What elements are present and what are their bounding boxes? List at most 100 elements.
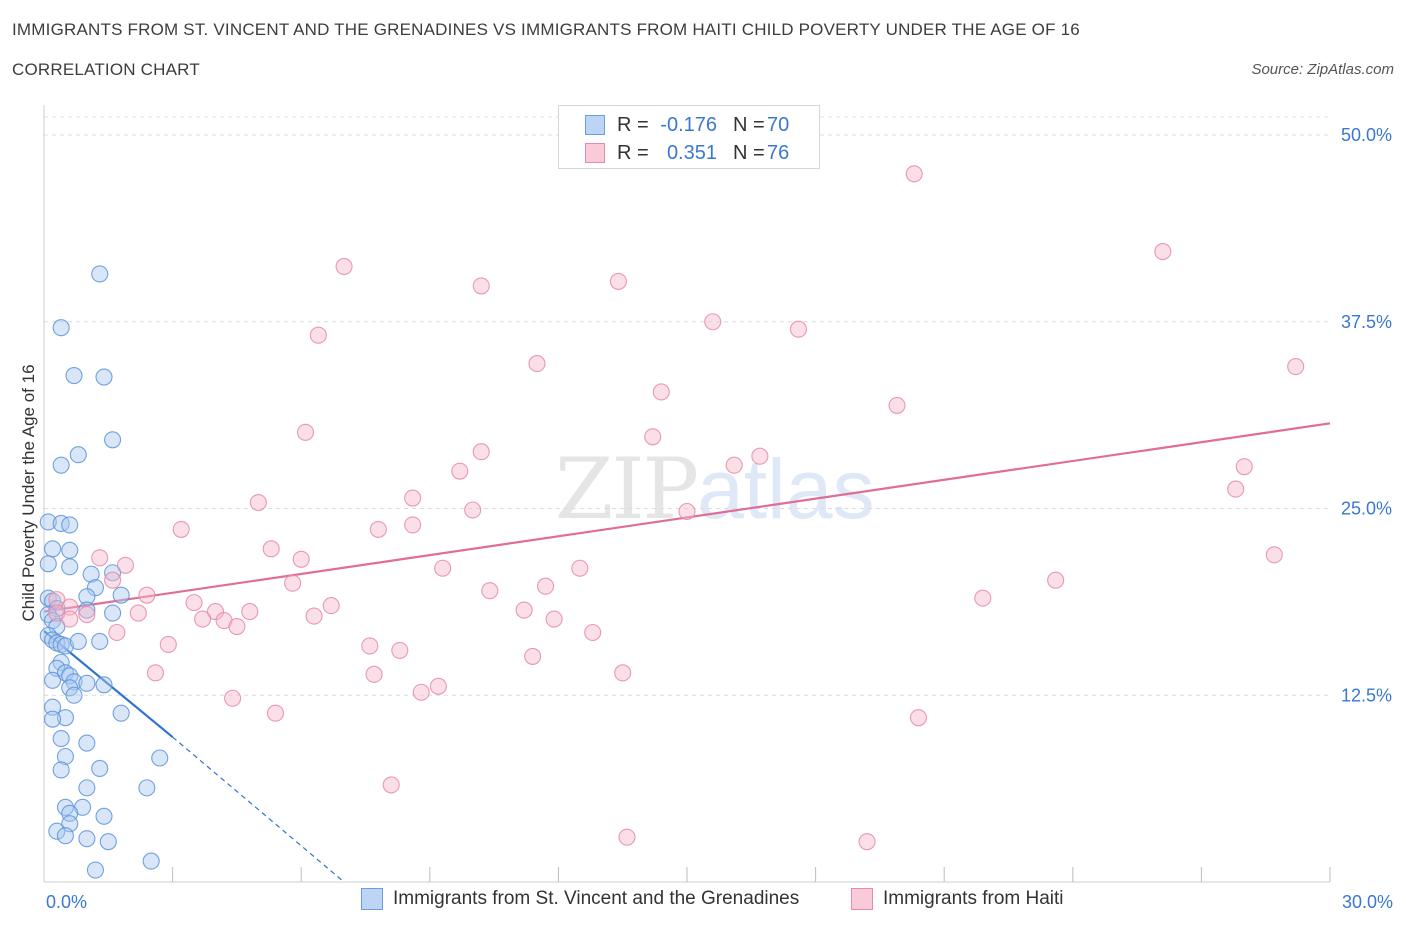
point-series-2-61 bbox=[361, 637, 379, 655]
legend-r-value-1: -0.176 bbox=[660, 113, 717, 136]
point-series-2-64 bbox=[146, 664, 165, 682]
point-series-2-72 bbox=[382, 776, 400, 794]
point-series-1-23 bbox=[78, 601, 96, 619]
point-series-1-51 bbox=[56, 747, 74, 766]
legend-n-label-1: N = bbox=[733, 113, 765, 136]
point-series-2-16 bbox=[751, 447, 769, 465]
stats-legend: R = -0.176 N = 70 R = 0.351 N = 76 bbox=[558, 105, 820, 169]
point-series-1-11 bbox=[44, 540, 62, 558]
point-series-2-34 bbox=[571, 559, 589, 577]
point-series-1-44 bbox=[65, 686, 83, 704]
grid-lines bbox=[44, 116, 1330, 696]
point-series-2-19 bbox=[1235, 458, 1253, 476]
legend-row-series-2: R = 0.351 N = 76 bbox=[585, 141, 789, 165]
point-series-1-53 bbox=[151, 749, 169, 767]
point-series-2-29 bbox=[116, 556, 134, 574]
point-series-2-35 bbox=[104, 571, 122, 589]
point-series-2-13 bbox=[296, 423, 315, 441]
point-series-1-3 bbox=[65, 366, 83, 385]
point-series-2-4 bbox=[472, 277, 490, 295]
point-series-2-66 bbox=[614, 664, 632, 682]
point-series-1-65 bbox=[99, 833, 117, 851]
point-series-2-47 bbox=[78, 606, 96, 624]
y-tick-label-1: 12.5% bbox=[1341, 685, 1392, 705]
x-tick-label-1: 0.0% bbox=[46, 892, 87, 912]
point-series-2-37 bbox=[284, 574, 302, 592]
point-series-2-74 bbox=[858, 833, 876, 851]
point-series-2-40 bbox=[138, 586, 156, 604]
point-series-2-51 bbox=[515, 601, 533, 619]
point-series-2-33 bbox=[434, 559, 452, 577]
point-series-2-70 bbox=[266, 704, 285, 722]
point-series-2-60 bbox=[159, 635, 177, 654]
point-series-2-52 bbox=[61, 610, 79, 628]
legend-n-value-1: 70 bbox=[767, 113, 790, 136]
point-series-1-48 bbox=[112, 704, 130, 722]
legend-n-value-2: 76 bbox=[767, 141, 790, 164]
point-series-1-6 bbox=[69, 446, 87, 464]
point-series-2-48 bbox=[129, 604, 147, 622]
point-series-1-42 bbox=[78, 674, 96, 692]
point-series-2-38 bbox=[481, 582, 499, 600]
point-series-1-2 bbox=[52, 319, 70, 337]
point-series-2-71 bbox=[909, 709, 928, 727]
point-series-1-20 bbox=[78, 588, 96, 606]
point-series-1-66 bbox=[142, 852, 160, 870]
point-series-2-56 bbox=[228, 617, 246, 636]
point-series-1-45 bbox=[44, 698, 62, 716]
point-series-2-23 bbox=[249, 493, 267, 512]
point-series-1-55 bbox=[78, 779, 96, 797]
point-series-2-6 bbox=[704, 313, 722, 331]
point-series-2-57 bbox=[545, 610, 563, 628]
point-series-1-39 bbox=[44, 671, 62, 689]
trend-extension-series-1 bbox=[172, 736, 345, 883]
y-axis-label: Child Poverty Under the Age of 16 bbox=[19, 364, 38, 622]
point-series-2-44 bbox=[185, 594, 203, 612]
point-series-1-52 bbox=[91, 759, 109, 778]
legend-n-label-2: N = bbox=[733, 141, 765, 164]
point-series-2-31 bbox=[292, 550, 310, 568]
point-series-2-53 bbox=[194, 610, 212, 628]
point-series-2-41 bbox=[974, 589, 992, 607]
watermark: ZIPatlas bbox=[555, 440, 875, 538]
point-series-1-50 bbox=[78, 734, 96, 752]
point-series-2-9 bbox=[528, 355, 546, 373]
bottom-legend-series-1: Immigrants from St. Vincent and the Gren… bbox=[361, 888, 799, 910]
bottom-legend-series-2: Immigrants from Haiti bbox=[851, 888, 1064, 910]
point-series-2-45 bbox=[322, 597, 340, 615]
point-series-1-9 bbox=[52, 514, 70, 532]
point-series-2-3 bbox=[335, 257, 353, 276]
chart-title: IMMIGRANTS FROM ST. VINCENT AND THE GREN… bbox=[12, 20, 1080, 39]
point-series-2-20 bbox=[404, 489, 422, 507]
data-points bbox=[39, 165, 1305, 879]
trend-line-series-1 bbox=[43, 630, 174, 738]
y-tick-label-2: 25.0% bbox=[1341, 499, 1392, 519]
point-series-2-22 bbox=[1227, 480, 1245, 498]
point-series-1-34 bbox=[91, 632, 109, 651]
x-tick-label-2: 30.0% bbox=[1342, 892, 1393, 912]
point-series-1-4 bbox=[95, 368, 113, 386]
point-series-1-15 bbox=[82, 565, 100, 583]
y-tick-label-4: 50.0% bbox=[1341, 125, 1392, 145]
point-series-2-7 bbox=[789, 320, 808, 338]
point-series-2-28 bbox=[262, 540, 280, 558]
watermark-zip: ZIP bbox=[555, 440, 699, 538]
point-series-2-27 bbox=[172, 520, 190, 538]
point-series-2-26 bbox=[404, 516, 422, 534]
legend-swatch-1 bbox=[585, 115, 605, 135]
tick-labels: 12.5% 25.0% 37.5% 50.0% 0.0% 30.0% bbox=[46, 125, 1393, 912]
point-series-2-14 bbox=[644, 428, 662, 446]
point-series-2-2 bbox=[1154, 242, 1172, 261]
point-series-1-32 bbox=[56, 637, 74, 655]
point-series-2-39 bbox=[536, 577, 555, 595]
point-series-1-46 bbox=[56, 709, 74, 727]
point-series-2-67 bbox=[429, 677, 447, 695]
point-series-1-8 bbox=[39, 513, 57, 531]
bottom-legend-swatch-1 bbox=[361, 888, 383, 910]
point-series-2-5 bbox=[609, 272, 627, 290]
point-series-1-21 bbox=[112, 586, 130, 604]
point-series-1-62 bbox=[48, 822, 66, 840]
point-series-1-7 bbox=[52, 456, 70, 474]
point-series-2-18 bbox=[451, 462, 469, 480]
point-series-2-49 bbox=[206, 603, 225, 621]
